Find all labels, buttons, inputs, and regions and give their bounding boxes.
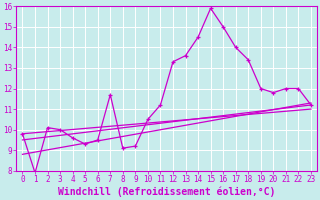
X-axis label: Windchill (Refroidissement éolien,°C): Windchill (Refroidissement éolien,°C) bbox=[58, 187, 276, 197]
